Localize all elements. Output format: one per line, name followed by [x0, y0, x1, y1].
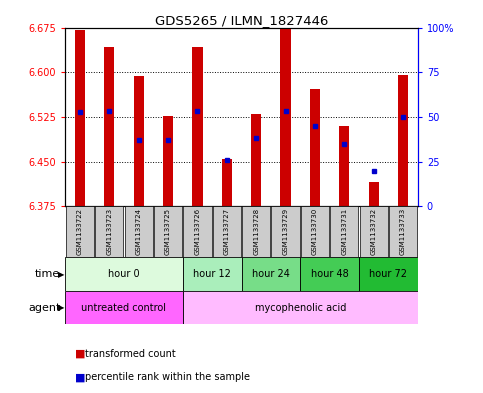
Text: GSM1133730: GSM1133730	[312, 208, 318, 255]
Text: percentile rank within the sample: percentile rank within the sample	[85, 372, 250, 382]
Text: GSM1133722: GSM1133722	[77, 208, 83, 255]
Text: hour 48: hour 48	[311, 269, 349, 279]
Text: ■: ■	[75, 349, 85, 359]
Text: GSM1133731: GSM1133731	[341, 208, 347, 255]
Text: GSM1133723: GSM1133723	[106, 208, 112, 255]
FancyBboxPatch shape	[65, 291, 183, 324]
Bar	[281, 22, 291, 206]
FancyBboxPatch shape	[360, 206, 388, 257]
Text: GSM1133727: GSM1133727	[224, 208, 230, 255]
Text: GSM1133724: GSM1133724	[136, 208, 142, 255]
Text: GSM1133729: GSM1133729	[283, 208, 288, 255]
Bar	[251, 114, 261, 206]
Text: GSM1133726: GSM1133726	[195, 208, 200, 255]
FancyBboxPatch shape	[301, 206, 329, 257]
FancyBboxPatch shape	[359, 257, 418, 291]
Bar	[104, 47, 114, 206]
Text: time: time	[35, 269, 60, 279]
Bar	[398, 75, 408, 206]
FancyBboxPatch shape	[330, 206, 358, 257]
Bar	[369, 182, 379, 206]
Text: agent: agent	[28, 303, 60, 312]
FancyBboxPatch shape	[184, 206, 212, 257]
Text: GSM1133732: GSM1133732	[371, 208, 377, 255]
Text: mycophenolic acid: mycophenolic acid	[255, 303, 346, 312]
Bar	[339, 126, 350, 206]
Text: GSM1133728: GSM1133728	[253, 208, 259, 255]
Text: hour 72: hour 72	[369, 269, 408, 279]
FancyBboxPatch shape	[300, 257, 359, 291]
Text: untreated control: untreated control	[82, 303, 167, 312]
FancyBboxPatch shape	[65, 257, 183, 291]
FancyBboxPatch shape	[389, 206, 417, 257]
Text: transformed count: transformed count	[85, 349, 175, 359]
Text: ■: ■	[75, 372, 85, 382]
Text: GSM1133733: GSM1133733	[400, 208, 406, 255]
FancyBboxPatch shape	[95, 206, 123, 257]
FancyBboxPatch shape	[183, 291, 418, 324]
FancyBboxPatch shape	[213, 206, 241, 257]
Text: ▶: ▶	[58, 270, 64, 279]
Text: ▶: ▶	[58, 303, 64, 312]
Text: hour 12: hour 12	[193, 269, 231, 279]
Bar	[192, 47, 202, 206]
FancyBboxPatch shape	[183, 257, 242, 291]
Text: hour 24: hour 24	[252, 269, 290, 279]
FancyBboxPatch shape	[125, 206, 153, 257]
Bar	[163, 116, 173, 206]
FancyBboxPatch shape	[154, 206, 182, 257]
Text: GDS5265 / ILMN_1827446: GDS5265 / ILMN_1827446	[155, 14, 328, 27]
FancyBboxPatch shape	[66, 206, 94, 257]
Bar	[222, 159, 232, 206]
Bar	[133, 76, 144, 206]
FancyBboxPatch shape	[242, 206, 270, 257]
Bar	[75, 31, 85, 206]
FancyBboxPatch shape	[242, 257, 300, 291]
Bar	[310, 89, 320, 206]
FancyBboxPatch shape	[271, 206, 299, 257]
Text: GSM1133725: GSM1133725	[165, 208, 171, 255]
Text: hour 0: hour 0	[108, 269, 140, 279]
